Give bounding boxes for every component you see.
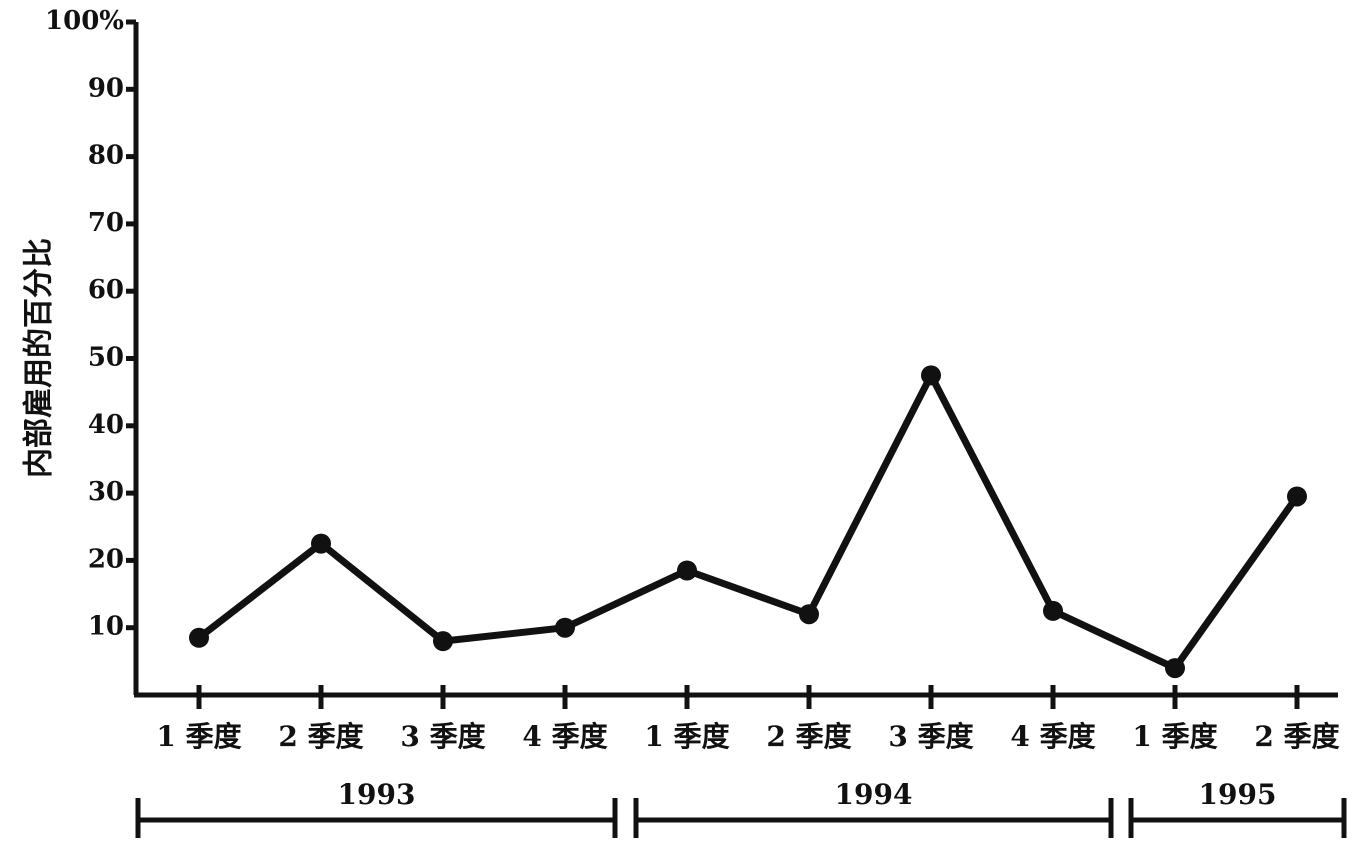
x-tick-label: 4 季度 — [522, 720, 607, 753]
data-point — [189, 627, 209, 648]
data-point — [311, 533, 331, 554]
y-tick-label: 80 — [88, 141, 124, 171]
data-series — [189, 365, 1307, 679]
x-tick-label: 1 季度 — [644, 720, 729, 753]
y-tick-label: 20 — [88, 544, 124, 574]
y-ticks: 10 20 30 40 50 60 70 80 90 100% — [45, 6, 136, 642]
series-line — [195, 371, 1301, 672]
y-axis-title: 内部雇用的百分比 — [22, 238, 57, 478]
x-tick-label: 1 季度 — [1132, 720, 1217, 753]
y-tick-label: 100% — [45, 6, 124, 36]
x-tick-label: 3 季度 — [888, 720, 973, 753]
x-tick-label: 3 季度 — [400, 720, 485, 753]
data-point — [555, 617, 575, 638]
x-tick-label: 2 季度 — [766, 720, 851, 753]
data-point — [921, 365, 941, 386]
y-axis-title-group: 内部雇用的百分比 — [22, 238, 57, 478]
year-groups: 1993 1994 1995 — [135, 778, 1347, 838]
y-tick-label: 90 — [88, 73, 124, 103]
y-tick-label: 60 — [88, 275, 124, 305]
year-label: 1994 — [835, 778, 913, 811]
y-tick-label: 10 — [88, 612, 124, 642]
x-tick-label: 4 季度 — [1010, 720, 1095, 753]
data-point — [677, 560, 697, 581]
year-label: 1993 — [338, 778, 416, 811]
x-ticks: 1 季度 2 季度 3 季度 4 季度 1 季度 2 季度 3 季度 4 季度 1 季度 2 季度 — [156, 685, 1340, 753]
y-tick-label: 30 — [88, 477, 124, 507]
data-point — [433, 631, 453, 652]
data-point — [1287, 486, 1307, 507]
y-tick-label: 50 — [88, 343, 124, 373]
x-tick-label: 2 季度 — [1254, 720, 1339, 753]
y-tick-label: 70 — [88, 208, 124, 238]
x-tick-label: 2 季度 — [278, 720, 363, 753]
year-label: 1995 — [1199, 778, 1277, 811]
y-tick-label: 40 — [88, 410, 124, 440]
data-point — [1043, 600, 1063, 621]
x-tick-label: 1 季度 — [156, 720, 241, 753]
data-point — [1165, 658, 1185, 679]
data-point — [799, 604, 819, 625]
